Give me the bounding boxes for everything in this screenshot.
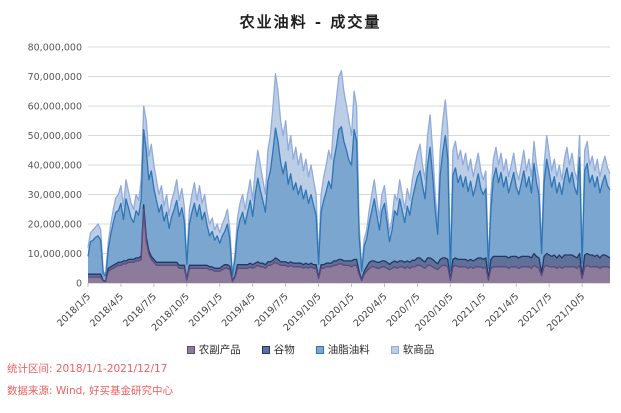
legend-label-oils-oilseeds: 油脂油料 [327,344,370,356]
chart-footer: 统计区间: 2018/1/1-2021/12/17 数据来源: Wind, 好买… [7,358,173,402]
svg-text:0: 0 [76,279,82,290]
svg-text:2021/1/5: 2021/1/5 [450,291,488,329]
data-source-note: 数据来源: Wind, 好买基金研究中心 [7,385,173,397]
legend-item-oils-oilseeds: 油脂油料 [315,342,370,357]
svg-text:30,000,000: 30,000,000 [28,190,82,201]
chart-plot: 0 10,000,000 20,000,000 30,000,000 40,000,00… [28,43,611,334]
svg-text:60,000,000: 60,000,000 [28,102,82,113]
legend-swatch-soft-commodities [390,345,399,354]
svg-text:80,000,000: 80,000,000 [28,43,82,54]
svg-text:40,000,000: 40,000,000 [28,161,82,172]
svg-text:2020/4/5: 2020/4/5 [352,291,390,329]
svg-text:2020/1/5: 2020/1/5 [319,291,357,329]
svg-text:20,000,000: 20,000,000 [28,220,82,231]
stat-range-note: 统计区间: 2018/1/1-2021/12/17 [7,363,168,375]
legend-label-agri-byproducts: 农副产品 [198,344,241,356]
legend-label-grains: 谷物 [273,344,295,356]
chart-legend: 农副产品 谷物 油脂油料 软商品 [0,342,621,357]
svg-text:50,000,000: 50,000,000 [28,131,82,142]
svg-text:2019/1/5: 2019/1/5 [187,291,225,329]
svg-text:2019/4/5: 2019/4/5 [220,291,258,329]
svg-text:2018/1/5: 2018/1/5 [55,291,93,329]
svg-text:10,000,000: 10,000,000 [28,249,82,260]
svg-text:2018/4/5: 2018/4/5 [88,291,126,329]
legend-label-soft-commodities: 软商品 [402,344,435,356]
legend-swatch-oils-oilseeds [315,345,324,354]
svg-text:70,000,000: 70,000,000 [28,72,82,83]
legend-swatch-grains [261,345,270,354]
legend-swatch-agri-byproducts [186,345,195,354]
chart-title: 农业油料 - 成交量 [239,13,382,31]
legend-item-soft-commodities: 软商品 [390,342,435,357]
svg-text:2021/4/5: 2021/4/5 [483,291,521,329]
legend-item-grains: 谷物 [261,342,295,357]
legend-item-agri-byproducts: 农副产品 [186,342,241,357]
